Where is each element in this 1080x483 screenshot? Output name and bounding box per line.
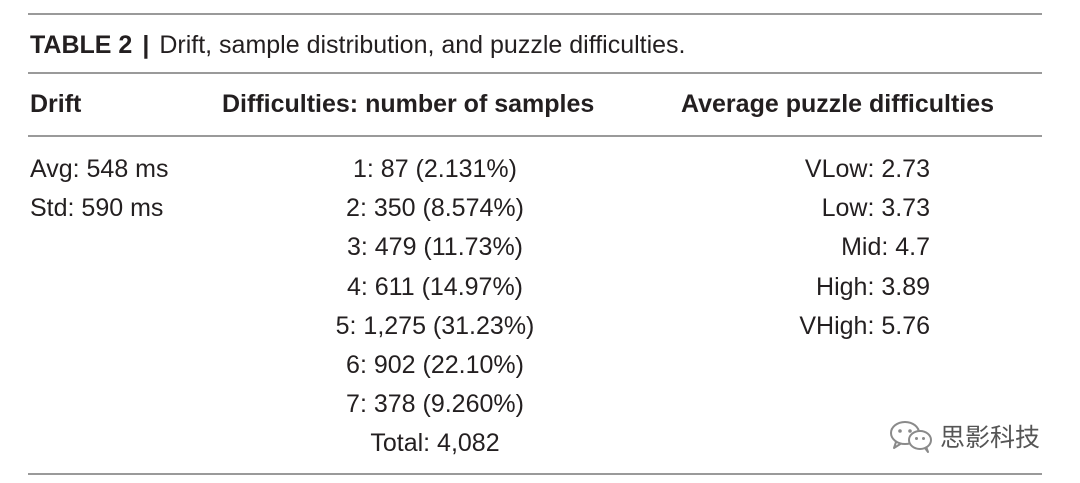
bottom-rule	[28, 473, 1042, 475]
average-cell: Mid: 4.7	[841, 233, 930, 262]
samples-cell: 7: 378 (9.260%)	[346, 390, 524, 419]
table-caption: TABLE 2 | Drift, sample distribution, and …	[30, 28, 686, 62]
header-top-rule	[28, 72, 1042, 74]
average-cell: VHigh: 5.76	[799, 311, 930, 340]
average-cell: High: 3.89	[816, 272, 930, 301]
samples-total-cell: Total: 4,082	[370, 429, 500, 458]
average-column: VLow: 2.73 Low: 3.73 Mid: 4.7 High: 3.89…	[700, 150, 930, 346]
samples-column: 1: 87 (2.131%) 2: 350 (8.574%) 3: 479 (1…	[240, 150, 630, 464]
samples-cell: 4: 611 (14.97%)	[346, 272, 524, 301]
drift-cell: Avg: 548 ms	[30, 155, 169, 183]
samples-cell: 1: 87 (2.131%)	[353, 155, 517, 183]
samples-cell: 6: 902 (22.10%)	[346, 351, 524, 380]
samples-cell: 5: 1,275 (31.23%)	[335, 311, 535, 340]
samples-cell: 3: 479 (11.73%)	[346, 233, 524, 262]
table-label: TABLE 2	[30, 31, 133, 59]
caption-separator: |	[142, 31, 150, 59]
drift-cell: Std: 590 ms	[30, 194, 164, 223]
column-header-drift: Drift	[30, 90, 82, 118]
average-cell: VLow: 2.73	[804, 155, 930, 183]
watermark: 思影科技	[888, 418, 1040, 454]
samples-cell: 2: 350 (8.574%)	[346, 194, 524, 223]
column-header-difficulties: Difficulties: number of samples	[222, 90, 595, 118]
column-header-average: Average puzzle difficulties	[681, 90, 995, 118]
watermark-text: 思影科技	[940, 424, 1041, 452]
header-bottom-rule	[28, 135, 1042, 137]
average-cell: Low: 3.73	[821, 194, 930, 223]
table-title: Drift, sample distribution, and puzzle d…	[159, 31, 686, 59]
top-rule	[28, 13, 1042, 15]
drift-column: Avg: 548 ms Std: 590 ms	[30, 150, 169, 228]
wechat-icon	[890, 421, 932, 453]
